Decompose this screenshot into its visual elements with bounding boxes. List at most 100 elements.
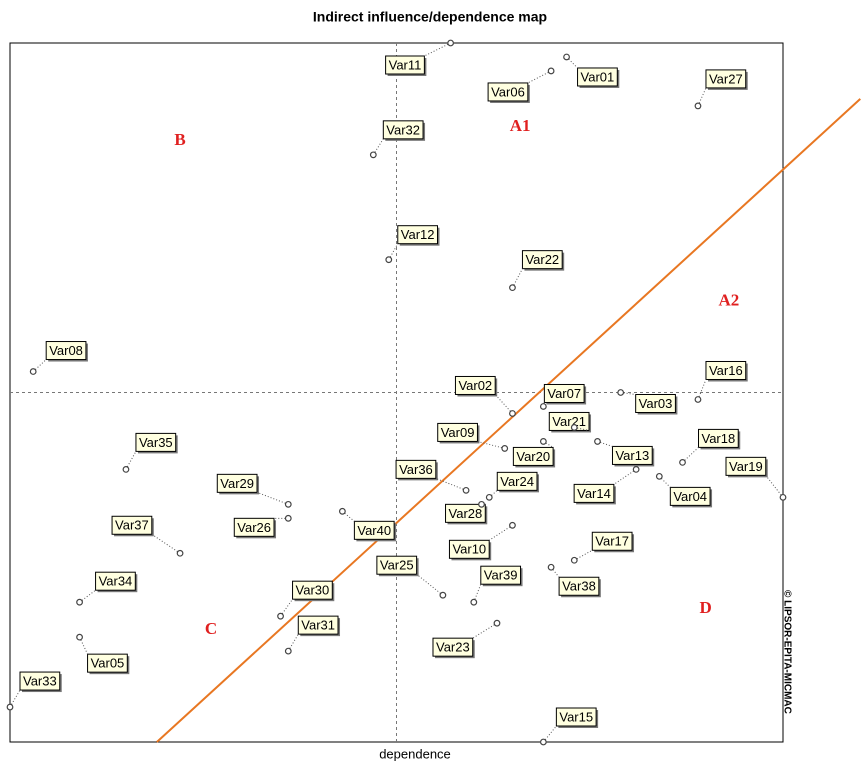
point-label: Var11	[389, 57, 422, 72]
point-marker	[679, 459, 686, 466]
point-label: Var15	[559, 709, 593, 724]
point-label: Var36	[399, 462, 433, 477]
point-marker	[563, 53, 570, 61]
label-box	[382, 120, 424, 140]
point-label-group: Var21	[548, 411, 592, 433]
point-marker	[29, 368, 37, 375]
leader-line	[574, 549, 593, 561]
point-label-group: Var11	[385, 42, 451, 76]
point-label-group: Var13	[597, 440, 655, 467]
point-label-group: Var36	[395, 459, 467, 491]
leader-line	[682, 447, 699, 463]
point-label: Var22	[525, 252, 559, 267]
point-label-group: Var15	[542, 707, 599, 743]
point-label-group: Var35	[125, 432, 178, 470]
leader-line	[620, 392, 636, 395]
label-box	[432, 637, 474, 657]
leader-line	[512, 268, 523, 288]
point-label-group: Var29	[216, 473, 289, 505]
point-label: Var08	[49, 343, 83, 358]
point-label: Var30	[296, 583, 330, 598]
label-box	[111, 515, 153, 535]
point-marker	[570, 556, 578, 564]
point-marker	[447, 39, 455, 47]
point-label-group: Var32	[372, 120, 426, 156]
label-box	[87, 653, 128, 673]
point-marker	[493, 619, 501, 627]
point-label: Var19	[729, 459, 763, 474]
point-label-group: Var26	[233, 517, 289, 539]
zone-label: B	[174, 130, 185, 149]
point-marker	[76, 633, 83, 641]
point-marker	[485, 493, 493, 501]
chart-title: Indirect influence/dependence map	[313, 9, 547, 25]
point-label-group: Var39	[473, 565, 523, 603]
point-label-group: Var24	[488, 471, 539, 498]
point-label-group: Var03	[620, 392, 678, 415]
label-box	[376, 555, 418, 575]
point-marker	[284, 514, 292, 522]
leader-line	[697, 379, 707, 400]
zone-label: A1	[510, 116, 531, 135]
point-label: Var35	[139, 435, 173, 450]
point-label-group: Var06	[487, 70, 552, 103]
point-marker	[338, 507, 346, 515]
point-label: Var32	[386, 122, 420, 137]
x-axis-label: dependence	[379, 746, 451, 761]
point-marker	[509, 410, 516, 417]
point-marker	[6, 703, 14, 711]
label-box	[635, 394, 676, 413]
point-label: Var13	[615, 448, 649, 463]
point-marker	[462, 486, 470, 494]
point-label-group: Var28	[445, 503, 488, 525]
point-marker	[655, 472, 663, 480]
point-marker	[277, 612, 284, 620]
point-label-group: Var38	[550, 566, 601, 598]
point-label-group: Var08	[32, 341, 88, 372]
point-label: Var38	[562, 579, 596, 594]
point-label: Var28	[449, 506, 483, 521]
point-label: Var04	[673, 489, 707, 504]
label-box	[45, 341, 87, 361]
label-box	[725, 456, 767, 476]
point-label-group: Var10	[448, 524, 513, 561]
label-box	[395, 459, 437, 479]
zone-label: D	[700, 598, 712, 617]
point-label: Var07	[547, 386, 581, 401]
label-box	[233, 517, 275, 537]
label-box	[292, 580, 333, 600]
point-marker	[617, 389, 625, 396]
point-marker	[284, 500, 292, 508]
point-label: Var18	[702, 431, 736, 446]
point-label-group: Var18	[682, 428, 741, 463]
leader-line	[151, 533, 181, 554]
point-label: Var05	[91, 656, 125, 671]
leader-line	[527, 70, 552, 84]
point-marker	[594, 438, 601, 445]
leader-line	[424, 42, 451, 57]
point-marker	[779, 493, 787, 501]
point-label-group: Var37	[111, 515, 181, 554]
label-box	[543, 383, 585, 403]
point-marker	[509, 284, 516, 292]
point-label: Var26	[237, 520, 271, 535]
leader-line	[488, 524, 513, 541]
leader-line	[566, 56, 578, 69]
point-marker	[539, 438, 547, 445]
point-marker	[632, 465, 640, 473]
leader-line	[658, 476, 671, 488]
point-label: Var12	[401, 227, 435, 242]
label-box	[669, 486, 711, 506]
point-label: Var16	[709, 363, 743, 378]
point-marker	[369, 151, 377, 159]
point-label-group: Var27	[697, 69, 748, 107]
point-label-group: Var17	[574, 531, 635, 561]
leader-line	[416, 573, 444, 596]
point-marker	[539, 403, 547, 410]
label-box	[705, 360, 747, 380]
leader-line	[435, 477, 467, 491]
point-label-group: Var07	[542, 383, 587, 407]
point-label: Var34	[99, 574, 133, 589]
point-label-group: Var25	[376, 555, 444, 596]
